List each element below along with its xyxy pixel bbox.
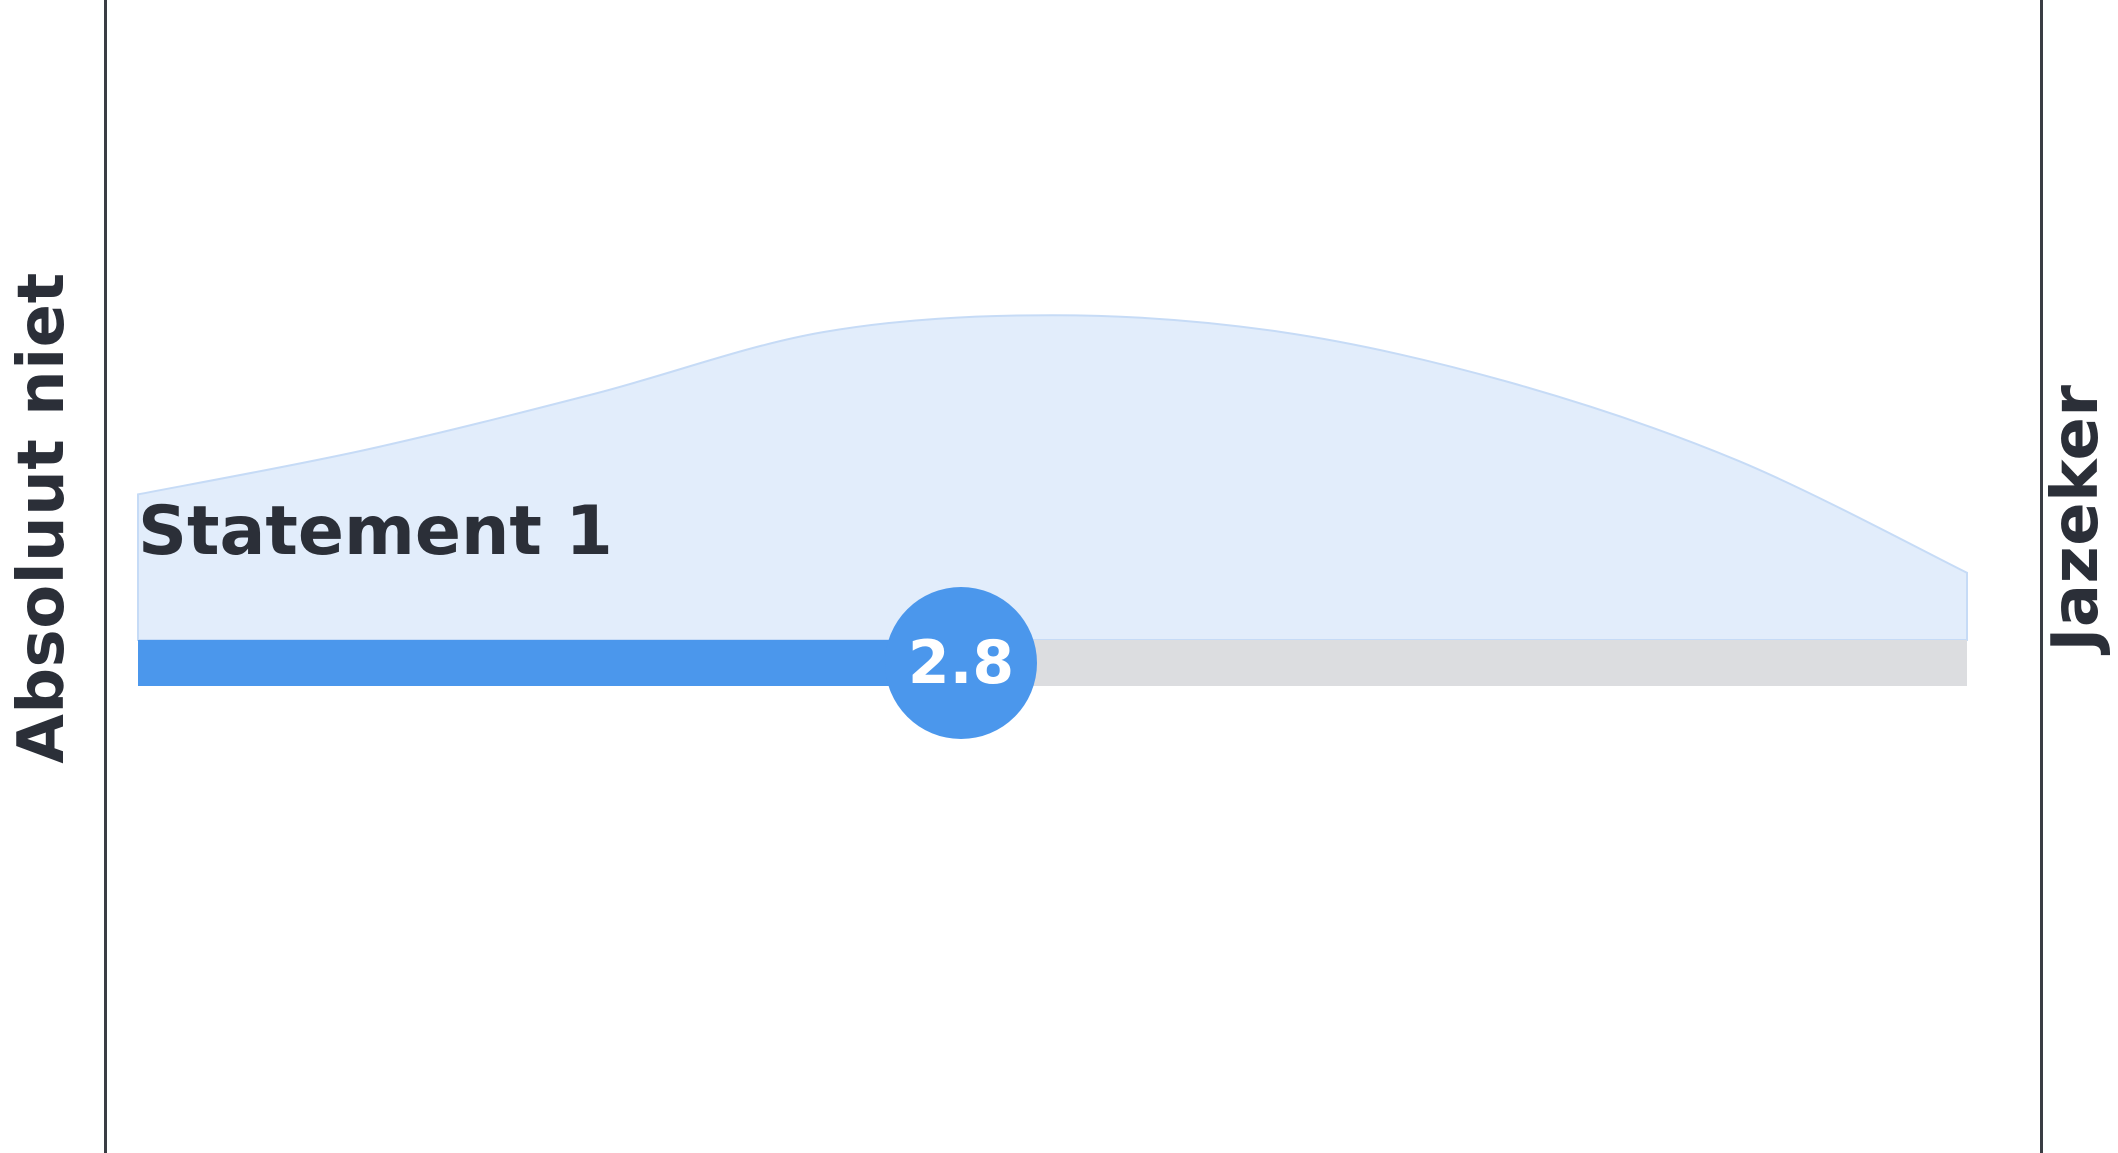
distribution-area: [137, 314, 1968, 641]
slider-handle[interactable]: 2.8: [885, 587, 1038, 739]
statement-label: Statement 1: [138, 492, 613, 571]
slider-fill: [138, 640, 962, 686]
scale-right-line: [2040, 0, 2043, 1153]
slider-value-label: 2.8: [907, 628, 1015, 698]
scale-left-line: [104, 0, 107, 1153]
